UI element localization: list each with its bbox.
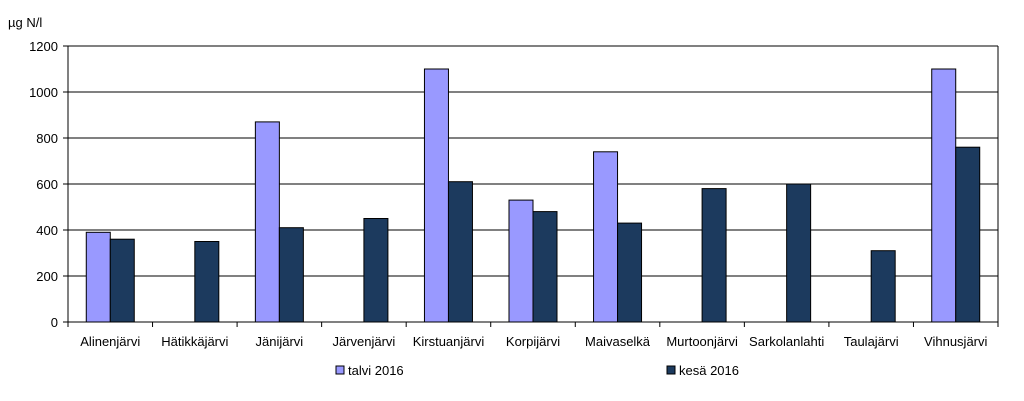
y-tick-label: 0 (51, 315, 58, 330)
x-category-label: Järvenjärvi (332, 334, 395, 349)
legend-swatch (666, 365, 676, 375)
bar-talvi-6 (593, 151, 619, 323)
y-tick-label: 400 (36, 223, 58, 238)
x-category-label: Sarkolanlahti (749, 334, 824, 349)
x-category-labels: Alinenjärvi Hätikkäjärvi Jänijärvi Järvenjä… (80, 334, 987, 349)
y-unit-label: µg N/l (8, 15, 42, 30)
x-category-label: Taulajärvi (844, 334, 899, 349)
legend-swatch (335, 365, 345, 375)
bar-kesa-9 (870, 250, 896, 323)
x-category-label: Hätikkäjärvi (161, 334, 228, 349)
legend-label: talvi 2016 (348, 363, 404, 378)
bar-kesa-7 (701, 188, 727, 323)
bar-kesa-2 (278, 227, 304, 323)
axes (63, 45, 999, 327)
bar-kesa-5 (532, 211, 558, 323)
x-category-label: Jänijärvi (256, 334, 304, 349)
x-category-label: Murtoonjärvi (666, 334, 738, 349)
bars (85, 68, 981, 323)
bar-talvi-2 (254, 121, 280, 323)
x-category-label: Korpijärvi (506, 334, 560, 349)
y-tick-label: 1000 (29, 85, 58, 100)
x-category-label: Maivaselkä (585, 334, 651, 349)
x-category-label: Alinenjärvi (80, 334, 140, 349)
legend: talvi 2016 kesä 2016 (335, 363, 739, 378)
bar-talvi-4 (423, 68, 449, 323)
y-tick-label: 800 (36, 131, 58, 146)
bar-kesa-3 (363, 218, 389, 323)
bar-kesa-8 (786, 183, 812, 323)
legend-label: kesä 2016 (679, 363, 739, 378)
y-tick-label: 200 (36, 269, 58, 284)
bar-talvi-0 (85, 231, 111, 323)
bar-kesa-1 (194, 241, 220, 323)
y-tick-label: 600 (36, 177, 58, 192)
x-category-label: Vihnusjärvi (924, 334, 987, 349)
bar-kesa-0 (109, 238, 135, 323)
bar-talvi-5 (508, 199, 534, 323)
bar-kesa-4 (447, 181, 473, 323)
bar-kesa-10 (955, 146, 981, 323)
bar-kesa-6 (617, 222, 643, 323)
y-tick-label: 1200 (29, 39, 58, 54)
y-tick-labels: 0 200 400 600 800 1000 1200 (29, 39, 58, 330)
x-category-label: Kirstuanjärvi (413, 334, 485, 349)
bar-talvi-10 (931, 68, 957, 323)
